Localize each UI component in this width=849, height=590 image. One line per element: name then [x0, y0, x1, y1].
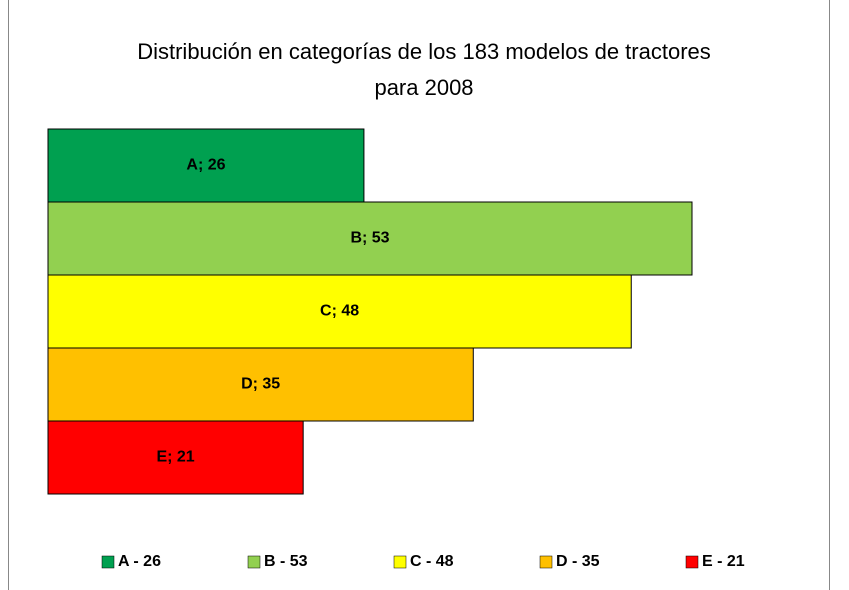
legend-swatch: [539, 555, 553, 569]
chart-border: [8, 0, 830, 590]
legend-swatch: [685, 555, 699, 569]
data-label: A; 26: [186, 157, 225, 174]
legend-swatch: [247, 555, 261, 569]
legend-swatch: [393, 555, 407, 569]
chart-title: Distribución en categorías de los 183 mo…: [137, 39, 711, 100]
legend-label: D - 35: [556, 553, 600, 570]
bar: [47, 347, 474, 422]
legend-label: C - 48: [410, 553, 454, 570]
legend-label: E - 21: [702, 553, 745, 570]
bar: [47, 201, 693, 276]
bar: [47, 128, 365, 203]
legend-label: A - 26: [118, 553, 161, 570]
data-label: E; 21: [156, 449, 194, 466]
bar: [47, 274, 632, 349]
data-label: C; 48: [320, 303, 359, 320]
data-label: D; 35: [241, 376, 280, 393]
legend-swatch: [101, 555, 115, 569]
data-label: B; 53: [350, 230, 389, 247]
legend-label: B - 53: [264, 553, 308, 570]
bar: [47, 420, 304, 495]
